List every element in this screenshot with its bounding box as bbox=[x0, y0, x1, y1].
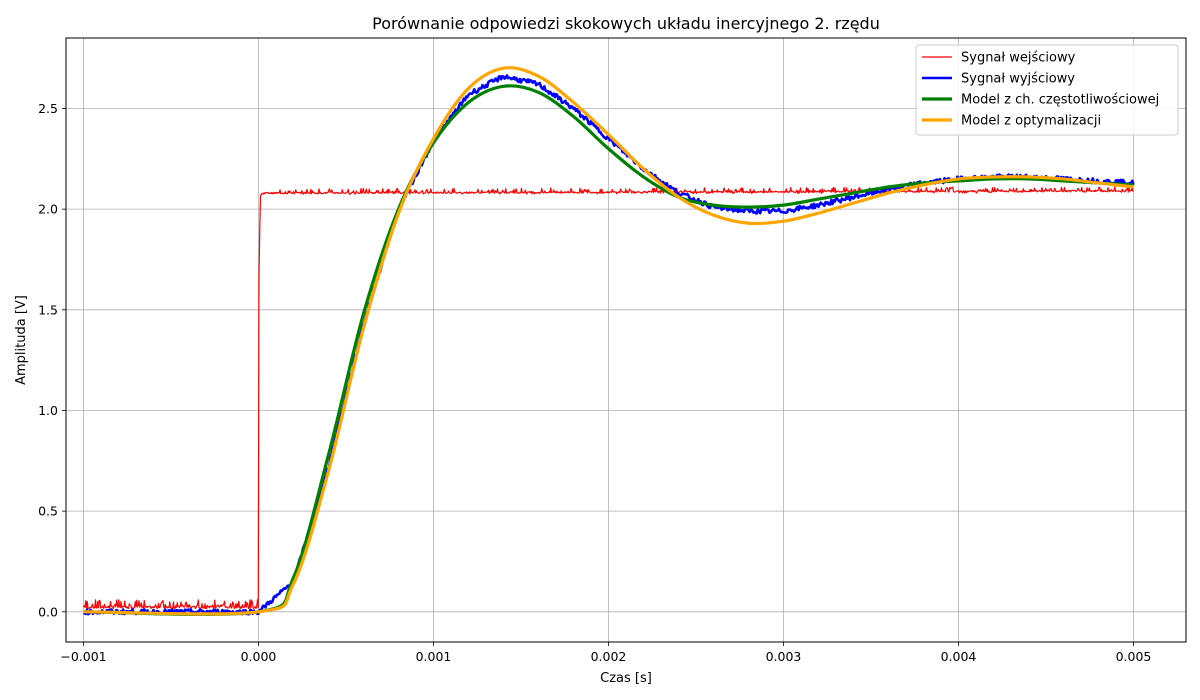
legend: Sygnał wejściowy Sygnał wyjściowy Model z … bbox=[915, 44, 1179, 136]
y-tick-label: 2.5 bbox=[38, 101, 58, 116]
x-tick-label: 0.003 bbox=[766, 649, 802, 664]
x-tick-label: 0.000 bbox=[241, 649, 277, 664]
x-tick-label: 0.002 bbox=[591, 649, 627, 664]
legend-box bbox=[915, 44, 1179, 136]
chart-title: Porównanie odpowiedzi skokowych układu i… bbox=[372, 14, 880, 33]
x-axis-label: Czas [s] bbox=[600, 671, 652, 686]
x-tick-label: 0.004 bbox=[941, 649, 977, 664]
plot-series bbox=[82, 66, 1135, 616]
x-tick-label: −0.001 bbox=[60, 649, 106, 664]
axes-frame bbox=[65, 37, 1187, 643]
y-axis-label: Amplituda [V] bbox=[14, 295, 29, 385]
legend-label: Sygnał wejściowy bbox=[961, 51, 1076, 66]
series-line-frequency-model bbox=[83, 84, 1134, 616]
x-tick-label: 0.005 bbox=[1116, 649, 1152, 664]
legend-label: Model z optymalizacji bbox=[961, 114, 1101, 129]
x-axis-ticks: −0.001 0.000 0.001 0.002 0.003 0.004 0.005 bbox=[60, 642, 1151, 664]
y-tick-label: 0.0 bbox=[38, 604, 58, 619]
y-tick-label: 0.5 bbox=[38, 504, 58, 519]
legend-label: Model z ch. częstotliwościowej bbox=[961, 93, 1159, 108]
y-axis-ticks: 0.0 0.5 1.0 1.5 2.0 2.5 bbox=[38, 101, 66, 619]
series-line-input-signal bbox=[82, 186, 1134, 610]
y-tick-label: 2.0 bbox=[38, 202, 58, 217]
legend-label: Sygnał wyjściowy bbox=[961, 72, 1075, 87]
y-tick-label: 1.0 bbox=[38, 403, 58, 418]
y-tick-label: 1.5 bbox=[38, 302, 58, 317]
x-tick-label: 0.001 bbox=[416, 649, 452, 664]
series-line-optimization-model bbox=[83, 66, 1134, 616]
